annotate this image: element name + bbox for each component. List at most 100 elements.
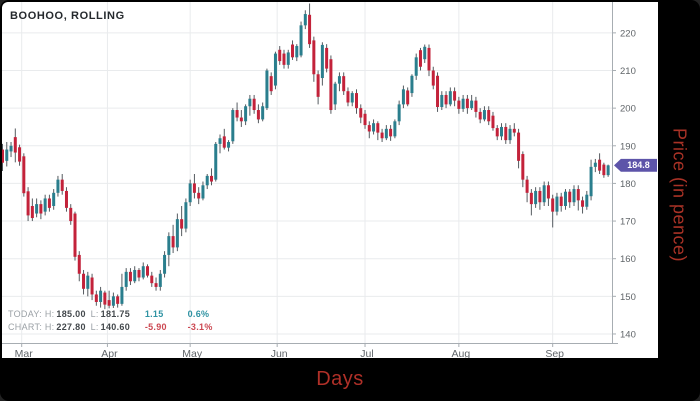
candle[interactable] — [18, 147, 22, 162]
candle[interactable] — [120, 286, 124, 304]
candle[interactable] — [453, 91, 457, 101]
candle[interactable] — [60, 179, 64, 191]
candle[interactable] — [13, 137, 17, 153]
candle[interactable] — [30, 205, 34, 219]
candle[interactable] — [69, 207, 73, 222]
candle[interactable] — [359, 108, 363, 118]
candle[interactable] — [303, 14, 307, 26]
candle[interactable] — [581, 200, 585, 207]
candle[interactable] — [180, 219, 184, 229]
candle[interactable] — [559, 196, 563, 206]
candle[interactable] — [337, 76, 341, 84]
candle[interactable] — [90, 277, 94, 295]
candle[interactable] — [389, 128, 393, 137]
candle[interactable] — [116, 296, 120, 304]
candle[interactable] — [86, 275, 90, 289]
candle[interactable] — [320, 44, 324, 79]
candle[interactable] — [107, 300, 111, 306]
candle[interactable] — [448, 91, 452, 105]
candle[interactable] — [141, 266, 145, 278]
candle[interactable] — [329, 59, 333, 111]
candle[interactable] — [495, 128, 499, 137]
candle[interactable] — [397, 104, 401, 122]
candle[interactable] — [227, 142, 231, 148]
candle[interactable] — [282, 53, 286, 65]
candle[interactable] — [606, 165, 610, 176]
candle[interactable] — [585, 194, 589, 207]
candle[interactable] — [333, 83, 337, 105]
candle[interactable] — [192, 183, 196, 193]
candle[interactable] — [325, 47, 329, 69]
candle[interactable] — [500, 126, 504, 137]
candle[interactable] — [201, 185, 205, 199]
candle[interactable] — [103, 292, 107, 305]
candle[interactable] — [598, 159, 602, 171]
candle[interactable] — [184, 202, 188, 229]
candle[interactable] — [278, 49, 282, 62]
candle[interactable] — [363, 113, 367, 126]
candle[interactable] — [474, 100, 478, 112]
candle[interactable] — [248, 98, 252, 107]
candle[interactable] — [504, 126, 508, 141]
candle[interactable] — [593, 162, 597, 167]
candle[interactable] — [209, 175, 213, 182]
candle[interactable] — [372, 123, 376, 132]
candle[interactable] — [146, 266, 150, 276]
candle[interactable] — [2, 149, 4, 163]
candle[interactable] — [546, 185, 550, 199]
candle[interactable] — [431, 70, 435, 86]
candle[interactable] — [73, 213, 77, 257]
candle[interactable] — [291, 44, 295, 58]
candle[interactable] — [133, 269, 137, 282]
candle[interactable] — [350, 93, 354, 103]
candle[interactable] — [308, 14, 312, 45]
candle[interactable] — [367, 125, 371, 132]
candle[interactable] — [273, 53, 277, 86]
candle[interactable] — [265, 70, 269, 109]
candle[interactable] — [376, 123, 380, 133]
candle[interactable] — [256, 110, 260, 120]
candle[interactable] — [512, 128, 516, 133]
candle[interactable] — [222, 136, 226, 148]
candle[interactable] — [9, 145, 13, 152]
candle[interactable] — [410, 75, 414, 94]
candle[interactable] — [380, 132, 384, 139]
candle[interactable] — [244, 106, 248, 122]
candle[interactable] — [299, 25, 303, 56]
candle[interactable] — [534, 190, 538, 205]
candle[interactable] — [99, 290, 103, 302]
candle[interactable] — [312, 40, 316, 75]
candle[interactable] — [188, 183, 192, 203]
candle[interactable] — [167, 236, 171, 255]
candle[interactable] — [82, 273, 86, 289]
candle[interactable] — [457, 100, 461, 109]
candle[interactable] — [239, 117, 243, 122]
candle[interactable] — [235, 110, 239, 118]
candle[interactable] — [261, 106, 265, 120]
candle[interactable] — [465, 98, 469, 109]
candle[interactable] — [525, 179, 529, 193]
candle[interactable] — [427, 47, 431, 71]
candle[interactable] — [77, 254, 81, 274]
candlestick-chart[interactable]: 140 150 160 170 180 190 200 210 220 Mar Apr May Jun J… — [2, 2, 658, 358]
candle[interactable] — [137, 269, 141, 278]
candle[interactable] — [461, 98, 465, 109]
candle[interactable] — [26, 191, 30, 216]
candle[interactable] — [440, 94, 444, 108]
candle[interactable] — [35, 204, 39, 214]
candle[interactable] — [163, 254, 167, 274]
candle[interactable] — [551, 198, 555, 212]
candle[interactable] — [354, 93, 358, 109]
candle[interactable] — [252, 98, 256, 111]
candle[interactable] — [572, 189, 576, 203]
candle[interactable] — [576, 189, 580, 201]
candle[interactable] — [401, 89, 405, 105]
candle[interactable] — [5, 149, 9, 161]
candle[interactable] — [22, 156, 26, 194]
candle[interactable] — [205, 175, 209, 186]
candle[interactable] — [487, 110, 491, 122]
candle[interactable] — [342, 76, 346, 92]
candle[interactable] — [150, 275, 154, 284]
candle[interactable] — [602, 164, 606, 176]
candle[interactable] — [39, 204, 43, 214]
